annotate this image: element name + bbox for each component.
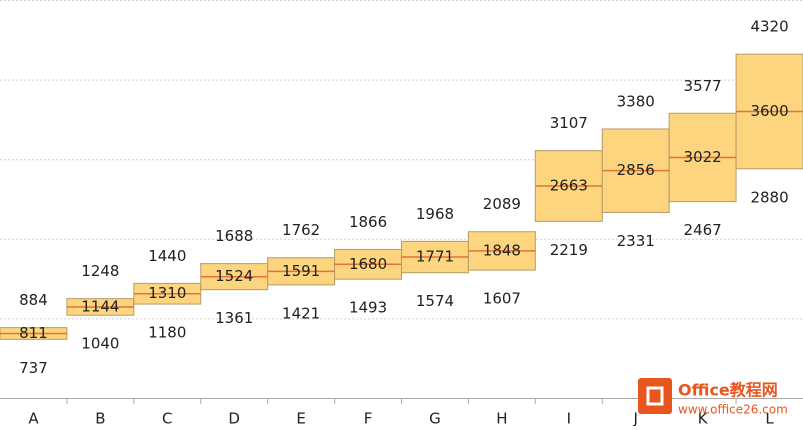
low-label: 2880	[750, 188, 788, 206]
mid-label: 1591	[282, 262, 320, 280]
high-label: 884	[19, 291, 48, 309]
watermark-title: Office教程网	[678, 381, 778, 400]
high-label: 2089	[483, 195, 521, 213]
logo-mark	[646, 386, 664, 406]
mid-label: 2856	[617, 161, 655, 179]
high-label: 1866	[349, 213, 387, 231]
x-tick-label: K	[698, 410, 709, 427]
mid-label: 1771	[416, 248, 454, 266]
high-label: 1248	[81, 262, 119, 280]
watermark: Office教程网 www.office26.com	[638, 378, 788, 417]
high-label: 4320	[750, 18, 788, 36]
high-label: 1762	[282, 221, 320, 239]
mid-label: 3022	[684, 148, 722, 166]
watermark-url: www.office26.com	[678, 403, 788, 417]
mid-label: 2663	[550, 177, 588, 195]
low-label: 1180	[148, 324, 186, 342]
x-tick-label: F	[364, 410, 373, 427]
x-tick-label: C	[162, 410, 172, 427]
x-tick-label: L	[765, 410, 774, 427]
low-label: 2467	[684, 221, 722, 239]
high-label: 3577	[684, 77, 722, 95]
mid-label: 3600	[750, 102, 788, 120]
x-tick-label: B	[95, 410, 105, 427]
high-label: 3380	[617, 92, 655, 110]
mid-label: 1524	[215, 267, 253, 285]
high-label: 3107	[550, 114, 588, 132]
x-tick-label: H	[496, 410, 507, 427]
low-label: 2331	[617, 232, 655, 250]
low-label: 1040	[81, 335, 119, 353]
x-tick-label: J	[632, 410, 637, 427]
x-tick-label: G	[429, 410, 441, 427]
x-tick-label: D	[228, 410, 240, 427]
low-label: 1361	[215, 309, 253, 327]
low-label: 1574	[416, 292, 454, 310]
logo	[638, 378, 672, 414]
low-label: 737	[19, 359, 48, 377]
x-tick-label: E	[296, 410, 305, 427]
high-label: 1968	[416, 205, 454, 223]
x-tick-label: I	[567, 410, 571, 427]
high-label: 1688	[215, 227, 253, 245]
low-label: 1493	[349, 299, 387, 317]
mid-label: 1310	[148, 284, 186, 302]
mid-label: 1848	[483, 241, 521, 259]
high-label: 1440	[148, 247, 186, 265]
low-label: 1607	[483, 290, 521, 308]
low-label: 2219	[550, 241, 588, 259]
low-label: 1421	[282, 304, 320, 322]
mid-label: 1144	[81, 297, 119, 315]
x-tick-label: A	[28, 410, 39, 427]
mid-label: 811	[19, 324, 48, 342]
mid-label: 1680	[349, 255, 387, 273]
